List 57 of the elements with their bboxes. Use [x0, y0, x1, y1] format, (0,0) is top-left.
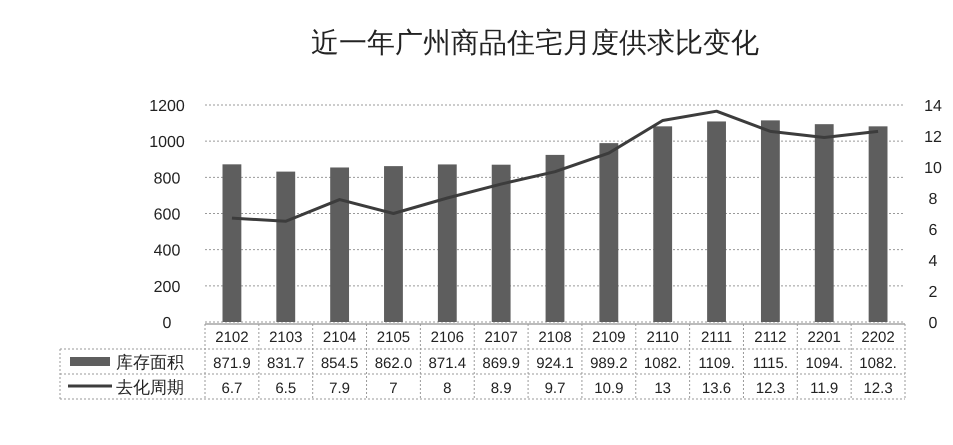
x-tick-label: 2202 [861, 329, 895, 346]
x-tick-label: 2201 [808, 329, 841, 346]
y2-tick-label: 6 [928, 222, 938, 239]
y2-tick-label: 10 [924, 160, 942, 177]
x-tick-label: 2103 [269, 329, 302, 346]
data-label: 831.7 [266, 355, 305, 372]
data-label: 989.2 [590, 355, 628, 372]
data-label: 869.9 [482, 355, 520, 372]
data-label: 13.6 [702, 380, 732, 397]
data-label: 12.3 [863, 380, 893, 397]
data-label: 7 [389, 380, 398, 397]
data-label: 9.7 [544, 380, 566, 397]
y-tick-label: 1000 [149, 134, 185, 152]
x-tick-label: 2107 [484, 329, 518, 346]
legend-label: 库存面积 [116, 353, 184, 372]
data-label: 862.0 [374, 355, 412, 372]
x-tick-label: 2108 [538, 329, 572, 346]
data-label: 6.7 [221, 380, 242, 397]
y-tick-label: 800 [154, 170, 180, 188]
data-label: 8 [443, 380, 452, 397]
x-tick-label: 2102 [215, 329, 249, 346]
x-tick-label: 2110 [646, 329, 679, 346]
data-label: 854.5 [320, 355, 358, 372]
data-label: 11.9 [810, 380, 838, 397]
y-tick-label: 400 [154, 242, 180, 260]
x-tick-label: 2106 [430, 329, 464, 346]
data-label: 8.9 [490, 380, 512, 397]
y2-tick-label: 2 [928, 284, 938, 301]
data-label: 1115. [752, 355, 788, 372]
y2-tick-label: 8 [928, 191, 938, 208]
y2-tick-label: 4 [928, 253, 938, 270]
y-tick-label: 1200 [149, 98, 185, 115]
y-tick-label: 200 [154, 278, 180, 296]
x-tick-label: 2109 [592, 329, 626, 346]
data-label: 924.1 [536, 355, 574, 372]
y2-tick-label: 12 [924, 129, 942, 146]
data-label: 7.9 [329, 380, 350, 397]
data-label: 871.4 [428, 355, 466, 372]
data-label: 13 [654, 380, 672, 397]
data-label: 10.9 [594, 380, 624, 397]
x-tick-label: 2112 [754, 329, 787, 346]
data-label: 1082. [644, 355, 682, 372]
y2-tick-label: 0 [928, 315, 938, 332]
x-tick-label: 2111 [700, 329, 732, 346]
y-tick-label: 0 [162, 315, 172, 332]
y2-tick-label: 14 [924, 98, 942, 115]
chart-title: 近一年广州商品住宅月度供求比变化 [311, 27, 759, 58]
data-label: 6.5 [275, 380, 296, 397]
data-label: 871.9 [213, 355, 251, 372]
data-label: 1094. [805, 355, 844, 372]
legend-label: 去化周期 [116, 378, 184, 397]
x-tick-label: 2105 [376, 329, 410, 346]
data-label: 12.3 [756, 380, 785, 397]
data-label: 1082. [859, 355, 897, 372]
y-tick-label: 600 [154, 206, 180, 224]
x-tick-label: 2104 [322, 329, 356, 346]
data-label: 1109. [698, 355, 735, 372]
